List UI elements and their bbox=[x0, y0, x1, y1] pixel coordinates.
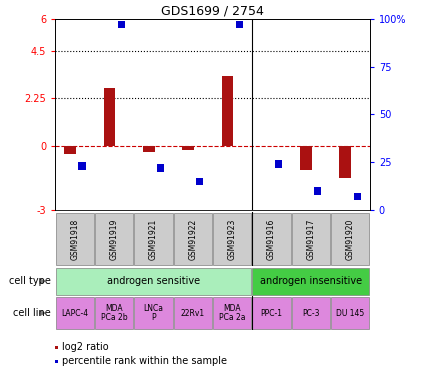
Title: GDS1699 / 2754: GDS1699 / 2754 bbox=[161, 4, 264, 18]
Bar bbox=[118, 21, 125, 28]
Bar bbox=[95, 297, 133, 329]
Bar bbox=[292, 213, 330, 265]
Text: LAPC-4: LAPC-4 bbox=[61, 309, 88, 318]
Bar bbox=[196, 178, 204, 185]
Text: cell type: cell type bbox=[9, 276, 51, 286]
Bar bbox=[213, 213, 251, 265]
Bar bbox=[104, 88, 116, 146]
Bar bbox=[56, 213, 94, 265]
Text: androgen insensitive: androgen insensitive bbox=[260, 276, 362, 286]
Bar bbox=[221, 76, 233, 146]
Bar bbox=[182, 146, 194, 150]
Bar bbox=[314, 187, 321, 195]
Bar bbox=[56, 297, 94, 329]
Text: GSM91923: GSM91923 bbox=[228, 218, 237, 260]
Bar bbox=[236, 21, 243, 28]
Bar bbox=[354, 193, 361, 200]
Bar bbox=[275, 160, 282, 168]
Bar bbox=[213, 297, 251, 329]
Text: GSM91922: GSM91922 bbox=[188, 218, 197, 259]
Text: PC-3: PC-3 bbox=[302, 309, 320, 318]
Text: androgen sensitive: androgen sensitive bbox=[107, 276, 200, 286]
Bar bbox=[292, 297, 330, 329]
Bar bbox=[79, 162, 85, 170]
Text: log2 ratio: log2 ratio bbox=[62, 342, 109, 352]
Bar bbox=[134, 213, 173, 265]
Text: PPC-1: PPC-1 bbox=[261, 309, 283, 318]
Text: GSM91920: GSM91920 bbox=[346, 218, 354, 260]
Text: GSM91919: GSM91919 bbox=[110, 218, 119, 260]
Text: GSM91916: GSM91916 bbox=[267, 218, 276, 260]
Bar bbox=[134, 297, 173, 329]
Text: GSM91918: GSM91918 bbox=[71, 218, 79, 259]
Bar bbox=[252, 297, 291, 329]
Bar bbox=[252, 213, 291, 265]
Bar bbox=[252, 268, 369, 295]
Bar bbox=[143, 146, 155, 152]
Bar bbox=[157, 164, 164, 172]
Bar bbox=[340, 146, 351, 178]
Bar bbox=[56, 268, 251, 295]
Bar bbox=[174, 297, 212, 329]
Text: 22Rv1: 22Rv1 bbox=[181, 309, 205, 318]
Bar bbox=[331, 213, 369, 265]
Bar bbox=[95, 213, 133, 265]
Bar bbox=[64, 146, 76, 154]
Text: GSM91917: GSM91917 bbox=[306, 218, 315, 260]
Text: MDA
PCa 2a: MDA PCa 2a bbox=[219, 304, 245, 322]
Text: DU 145: DU 145 bbox=[336, 309, 364, 318]
Text: GSM91921: GSM91921 bbox=[149, 218, 158, 259]
Text: MDA
PCa 2b: MDA PCa 2b bbox=[101, 304, 128, 322]
Bar bbox=[174, 213, 212, 265]
Text: LNCa
P: LNCa P bbox=[144, 304, 164, 322]
Text: percentile rank within the sample: percentile rank within the sample bbox=[62, 357, 227, 366]
Text: cell line: cell line bbox=[13, 308, 51, 318]
Bar bbox=[300, 146, 312, 170]
Bar bbox=[331, 297, 369, 329]
